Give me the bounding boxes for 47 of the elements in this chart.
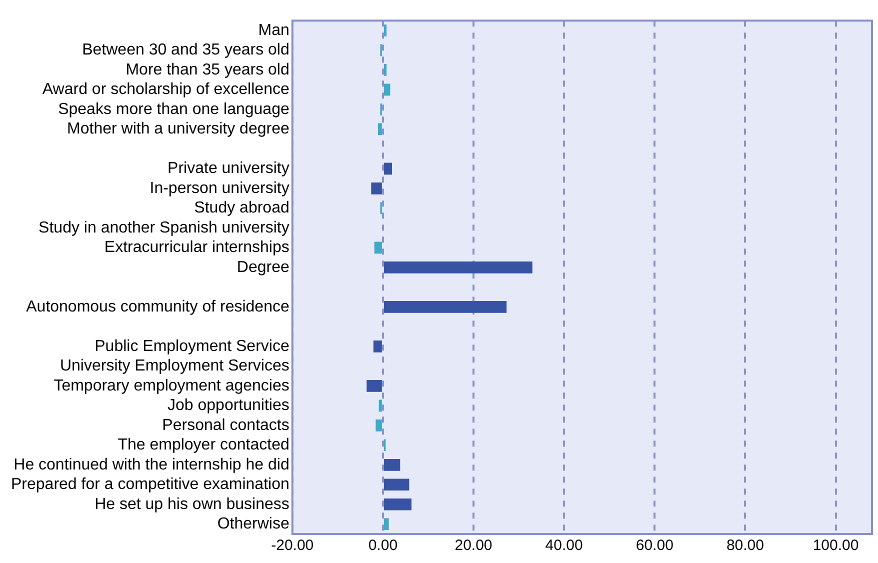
y-tick-label: Private university <box>168 160 290 178</box>
x-tick-label: 40.00 <box>545 537 583 554</box>
y-tick-label: Study abroad <box>194 200 290 217</box>
x-tick-label: 20.00 <box>454 537 492 554</box>
y-tick-label: Award or scholarship of excellence <box>42 81 290 98</box>
y-tick-label: Personal contacts <box>162 416 290 434</box>
x-tick-label: 100.00 <box>812 537 859 554</box>
bar <box>384 518 389 530</box>
y-tick-label: Autonomous community of residence <box>26 298 290 316</box>
y-tick-label: Man <box>258 22 290 39</box>
bar <box>373 340 382 352</box>
x-tick-label: -20.00 <box>271 537 314 554</box>
y-tick-label: He continued with the internship he did <box>14 456 290 474</box>
bar <box>384 84 390 96</box>
y-tick-label: Temporary employment agencies <box>54 377 290 394</box>
y-tick-label: Otherwise <box>217 516 290 533</box>
bar <box>384 64 387 76</box>
bar <box>384 24 387 36</box>
bar <box>378 400 382 412</box>
bar <box>384 262 532 274</box>
y-tick-label: Mother with a university degree <box>67 120 290 138</box>
x-tick-label: 60.00 <box>636 537 674 554</box>
bar <box>371 182 382 194</box>
y-tick-label: He set up his own business <box>94 496 290 513</box>
x-tick-label: 0.00 <box>368 537 398 554</box>
bar <box>384 300 507 313</box>
bar <box>384 162 392 175</box>
bar <box>384 498 412 510</box>
y-tick-label: Prepared for a competitive examination <box>10 476 290 494</box>
x-tick-label: 80.00 <box>726 537 764 554</box>
bar <box>384 478 410 491</box>
y-tick-label: In-person university <box>150 180 290 197</box>
y-tick-label: Degree <box>236 258 290 276</box>
y-tick-label: Between 30 and 35 years old <box>82 42 290 59</box>
y-tick-label: Job opportunities <box>168 397 290 414</box>
y-tick-label: More than 35 years old <box>126 61 290 78</box>
bar <box>376 419 382 432</box>
y-tick-label: University Employment Services <box>60 358 290 375</box>
bar <box>374 242 382 254</box>
y-tick-label: Public Employment Service <box>94 338 290 355</box>
y-tick-label: The employer contacted <box>118 436 290 454</box>
bar <box>384 458 400 471</box>
y-tick-label: Study in another Spanish university <box>38 219 290 236</box>
bar <box>366 380 382 392</box>
bar <box>378 123 382 136</box>
y-tick-label: Extracurricular internships <box>104 239 290 256</box>
y-tick-label: Speaks more than one language <box>58 100 290 118</box>
